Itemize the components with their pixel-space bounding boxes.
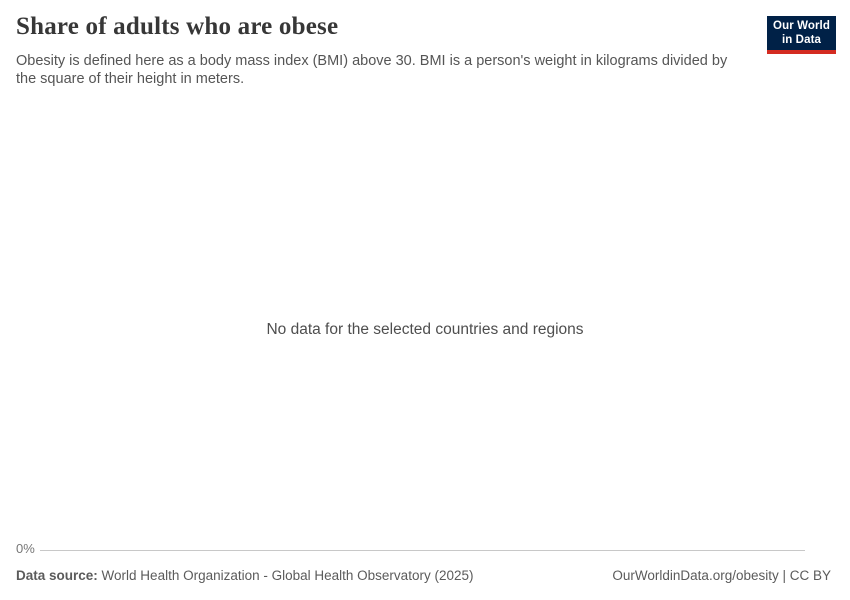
owid-logo-line2: in Data	[781, 33, 822, 46]
axis-line-0pct	[40, 550, 805, 551]
data-source-line[interactable]: Data source: World Health Organization -…	[16, 567, 473, 584]
no-data-message: No data for the selected countries and r…	[266, 321, 584, 338]
rights-and-license-link[interactable]: OurWorldinData.org/obesity | CC BY	[612, 568, 831, 583]
data-source-text: World Health Organization - Global Healt…	[101, 568, 474, 583]
owid-logo-line1: Our World	[773, 20, 830, 32]
chart-title: Share of adults who are obese	[16, 13, 339, 40]
chart-subtitle: Obesity is defined here as a body mass i…	[16, 53, 728, 87]
chart-footer: Data source: World Health Organization -…	[16, 567, 831, 584]
owid-logo[interactable]: Our World in Data	[767, 16, 836, 54]
data-source-label: Data source:	[16, 568, 98, 583]
y-axis-tick-label-0pct: 0%	[16, 541, 35, 556]
